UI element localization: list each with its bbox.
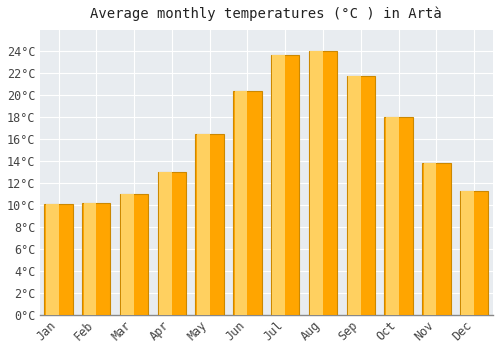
Bar [384, 117, 413, 315]
Bar [120, 194, 148, 315]
Title: Average monthly temperatures (°C ) in Artà: Average monthly temperatures (°C ) in Ar… [90, 7, 442, 21]
Bar [422, 163, 450, 315]
Bar [44, 204, 72, 315]
Bar [424, 163, 436, 315]
Bar [348, 76, 361, 315]
Bar [234, 91, 248, 315]
Bar [271, 55, 300, 315]
Bar [84, 203, 96, 315]
Bar [346, 76, 375, 315]
Bar [462, 191, 474, 315]
Bar [197, 134, 209, 315]
Bar [159, 172, 172, 315]
Bar [234, 91, 262, 315]
Bar [309, 51, 337, 315]
Bar [82, 203, 110, 315]
Bar [272, 55, 285, 315]
Bar [122, 194, 134, 315]
Bar [158, 172, 186, 315]
Bar [46, 204, 58, 315]
Bar [310, 51, 323, 315]
Bar [196, 134, 224, 315]
Bar [386, 117, 398, 315]
Bar [460, 191, 488, 315]
